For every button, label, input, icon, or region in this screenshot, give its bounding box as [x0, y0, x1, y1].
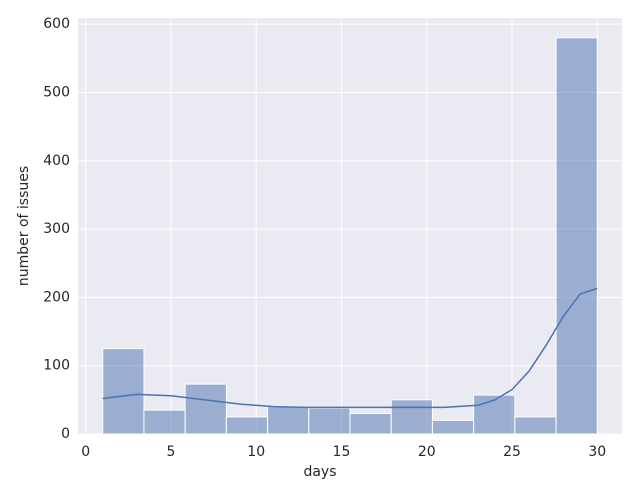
y-tick-label: 100: [43, 358, 70, 374]
y-axis-label: number of issues: [16, 166, 32, 286]
bar: [102, 348, 145, 435]
y-tick-label: 0: [61, 426, 70, 442]
x-tick-label: 25: [503, 444, 521, 460]
y-tick-label: 200: [43, 289, 70, 305]
bar: [473, 394, 516, 435]
bar: [555, 37, 598, 435]
x-axis-label: days: [303, 464, 336, 480]
y-tick-label: 600: [43, 16, 70, 32]
bar: [390, 399, 433, 435]
bar: [184, 383, 227, 435]
x-tick-label: 10: [247, 444, 265, 460]
kde-line: [102, 287, 598, 409]
y-tick-label: 400: [43, 153, 70, 169]
plot-area: [78, 18, 622, 434]
bar: [308, 407, 351, 435]
x-tick-label: 5: [166, 444, 175, 460]
y-tick-label: 500: [43, 84, 70, 100]
bar: [349, 413, 392, 435]
bar: [143, 409, 186, 435]
x-tick-label: 15: [333, 444, 351, 460]
x-tick-label: 20: [418, 444, 436, 460]
bar: [514, 416, 557, 435]
x-tick-label: 30: [588, 444, 606, 460]
bar: [431, 419, 475, 435]
bar: [225, 416, 269, 435]
y-tick-label: 300: [43, 221, 70, 237]
x-tick-label: 0: [81, 444, 90, 460]
bar: [267, 406, 310, 435]
